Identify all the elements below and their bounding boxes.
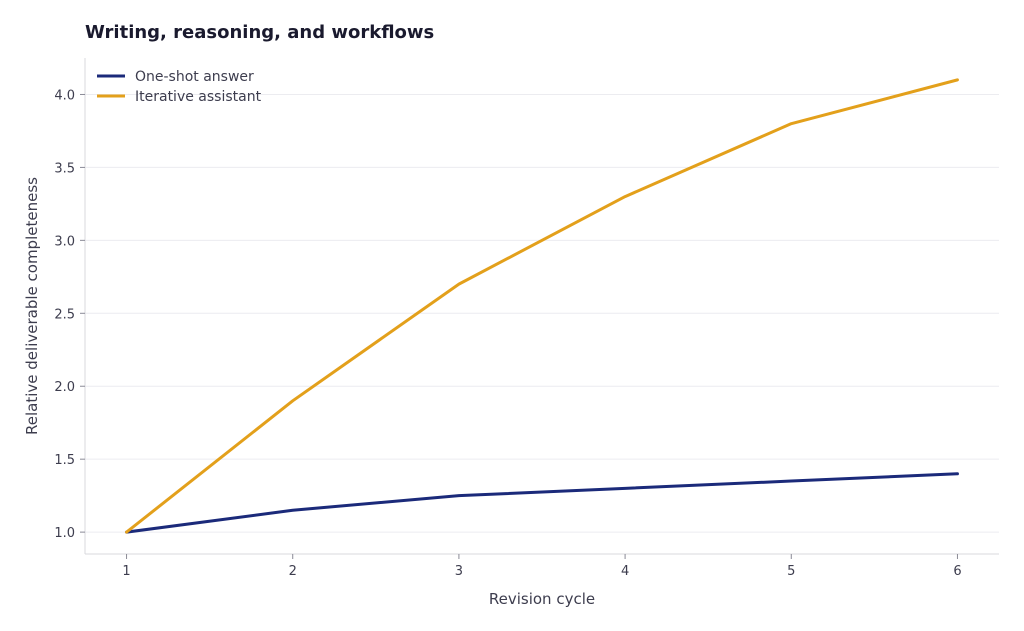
x-tick-label: 1 xyxy=(122,564,130,579)
y-tick-label: 4.0 xyxy=(54,88,75,103)
legend-label: Iterative assistant xyxy=(135,89,262,105)
series-lines xyxy=(125,78,959,534)
y-tick-label: 2.5 xyxy=(54,307,75,322)
x-axis-title: Revision cycle xyxy=(489,590,595,608)
y-tick-label: 3.0 xyxy=(54,234,75,249)
y-tick-label: 1.0 xyxy=(54,526,75,541)
x-tick-label: 4 xyxy=(621,564,629,579)
x-tick-label: 5 xyxy=(787,564,795,579)
axes xyxy=(84,58,999,555)
legend: One-shot answer Iterative assistant xyxy=(97,69,262,105)
series-line-1 xyxy=(125,472,959,534)
y-tick-label: 2.0 xyxy=(54,380,75,395)
y-tick-label: 1.5 xyxy=(54,453,75,468)
x-tick-label: 2 xyxy=(289,564,297,579)
y-tick-label: 3.5 xyxy=(54,161,75,176)
legend-label: One-shot answer xyxy=(135,69,254,85)
y-ticks: 1.0 1.5 2.0 2.5 3.0 3.5 4.0 xyxy=(54,88,85,541)
y-axis-title: Relative deliverable completeness xyxy=(23,177,41,435)
chart-title: Writing, reasoning, and workflows xyxy=(85,22,435,43)
x-tick-label: 3 xyxy=(455,564,463,579)
x-tick-label: 6 xyxy=(953,564,961,579)
series-line-2 xyxy=(125,78,959,534)
x-ticks: 1 2 3 4 5 6 xyxy=(122,554,962,579)
grid-lines xyxy=(85,93,999,533)
